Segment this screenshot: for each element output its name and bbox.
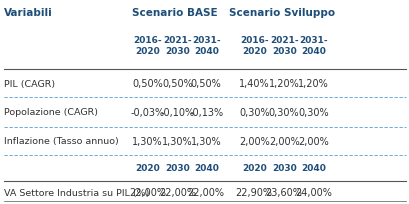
Text: 2016-
2020: 2016- 2020 bbox=[133, 36, 162, 55]
Text: 22,00%: 22,00% bbox=[187, 187, 224, 197]
Text: 0,50%: 0,50% bbox=[190, 79, 221, 89]
Text: Scenario BASE: Scenario BASE bbox=[132, 8, 217, 18]
Text: 0,50%: 0,50% bbox=[132, 79, 163, 89]
Text: 2020: 2020 bbox=[241, 163, 266, 172]
Text: 2030: 2030 bbox=[165, 163, 189, 172]
Text: 2,00%: 2,00% bbox=[268, 136, 299, 146]
Text: 2,00%: 2,00% bbox=[298, 136, 328, 146]
Text: 1,30%: 1,30% bbox=[191, 136, 221, 146]
Text: 1,20%: 1,20% bbox=[268, 79, 299, 89]
Text: Scenario Sviluppo: Scenario Sviluppo bbox=[228, 8, 334, 18]
Text: 22,90%: 22,90% bbox=[235, 187, 272, 197]
Text: 0,30%: 0,30% bbox=[298, 107, 328, 117]
Text: Popolazione (CAGR): Popolazione (CAGR) bbox=[4, 108, 98, 117]
Text: 2,00%: 2,00% bbox=[238, 136, 269, 146]
Text: 2031-
2040: 2031- 2040 bbox=[191, 36, 220, 55]
Text: 2040: 2040 bbox=[301, 163, 325, 172]
Text: 2030: 2030 bbox=[271, 163, 296, 172]
Text: Inflazione (Tasso annuo): Inflazione (Tasso annuo) bbox=[4, 137, 119, 146]
Text: PIL (CAGR): PIL (CAGR) bbox=[4, 79, 55, 88]
Text: 1,30%: 1,30% bbox=[162, 136, 192, 146]
Text: 1,40%: 1,40% bbox=[238, 79, 269, 89]
Text: 2016-
2020: 2016- 2020 bbox=[239, 36, 268, 55]
Text: -0,03%: -0,03% bbox=[130, 107, 164, 117]
Text: 2020: 2020 bbox=[135, 163, 160, 172]
Text: 24,00%: 24,00% bbox=[294, 187, 331, 197]
Text: 2040: 2040 bbox=[193, 163, 218, 172]
Text: 2031-
2040: 2031- 2040 bbox=[299, 36, 327, 55]
Text: 0,50%: 0,50% bbox=[162, 79, 193, 89]
Text: Variabili: Variabili bbox=[4, 8, 53, 18]
Text: VA Settore Industria su PIL (%): VA Settore Industria su PIL (%) bbox=[4, 188, 149, 197]
Text: 22,00%: 22,00% bbox=[159, 187, 196, 197]
Text: -0,10%: -0,10% bbox=[160, 107, 194, 117]
Text: -0,13%: -0,13% bbox=[189, 107, 223, 117]
Text: 0,30%: 0,30% bbox=[238, 107, 269, 117]
Text: 2021-
2030: 2021- 2030 bbox=[269, 36, 298, 55]
Text: 22,00%: 22,00% bbox=[129, 187, 166, 197]
Text: 1,30%: 1,30% bbox=[132, 136, 162, 146]
Text: 23,60%: 23,60% bbox=[265, 187, 302, 197]
Text: 2021-
2030: 2021- 2030 bbox=[163, 36, 191, 55]
Text: 0,30%: 0,30% bbox=[268, 107, 299, 117]
Text: 1,20%: 1,20% bbox=[298, 79, 328, 89]
